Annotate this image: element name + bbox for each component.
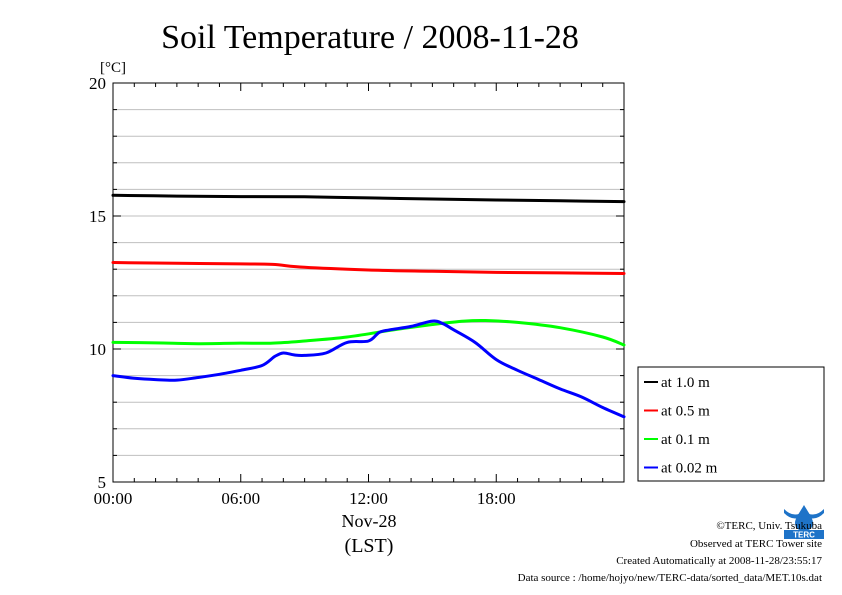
y-tick-label: 15 <box>89 207 106 226</box>
footer-observed: Observed at TERC Tower site <box>689 538 822 550</box>
y-tick-label: 20 <box>89 74 106 93</box>
legend-label: at 0.5 m <box>661 404 710 420</box>
legend-box <box>637 366 825 482</box>
x-axis-label: (LST) <box>345 535 394 557</box>
wave-icon <box>784 509 824 519</box>
x-axis-date-label: Nov-28 <box>342 511 397 531</box>
legend-label: at 1.0 m <box>661 375 710 391</box>
legend-items: at 1.0 m at 0.5 m at 0.1 m at 0.02 m <box>644 375 718 477</box>
y-tick-label: 10 <box>89 340 106 359</box>
x-tick-labels: 00:00 06:00 12:00 18:00 <box>94 489 516 508</box>
grid-lines <box>113 109 624 456</box>
y-tick-label: 5 <box>98 473 107 492</box>
series-line-1 <box>111 261 626 275</box>
x-tick-label: 06:00 <box>221 489 260 508</box>
x-tick-label: 00:00 <box>94 489 133 508</box>
plot-frame <box>112 82 625 483</box>
logo-text: TERC <box>793 531 815 540</box>
series-line-3 <box>111 319 626 419</box>
axis-ticks <box>112 82 625 483</box>
series-line-0 <box>111 193 626 204</box>
x-tick-label: 12:00 <box>349 489 388 508</box>
logo-band <box>784 530 824 539</box>
y-tick-labels: 5 10 15 20 <box>89 74 106 492</box>
terc-logo: TERC <box>784 503 824 540</box>
footer-created: Created Automatically at 2008-11-28/23:5… <box>616 555 822 567</box>
chart-title: Soil Temperature / 2008-11-28 <box>161 19 579 56</box>
legend-label: at 0.02 m <box>661 461 718 477</box>
legend-label: at 0.1 m <box>661 432 710 448</box>
footer-source: Data source : /home/hojyo/new/TERC-data/… <box>517 572 822 584</box>
y-unit-label: [°C] <box>100 60 126 76</box>
series-lines <box>111 193 626 419</box>
legend: at 1.0 m at 0.5 m at 0.1 m at 0.02 m <box>637 366 825 482</box>
footer-copyright: ©TERC, Univ. Tsukuba <box>716 520 822 532</box>
drop-icon <box>795 505 813 531</box>
x-tick-label: 18:00 <box>477 489 516 508</box>
